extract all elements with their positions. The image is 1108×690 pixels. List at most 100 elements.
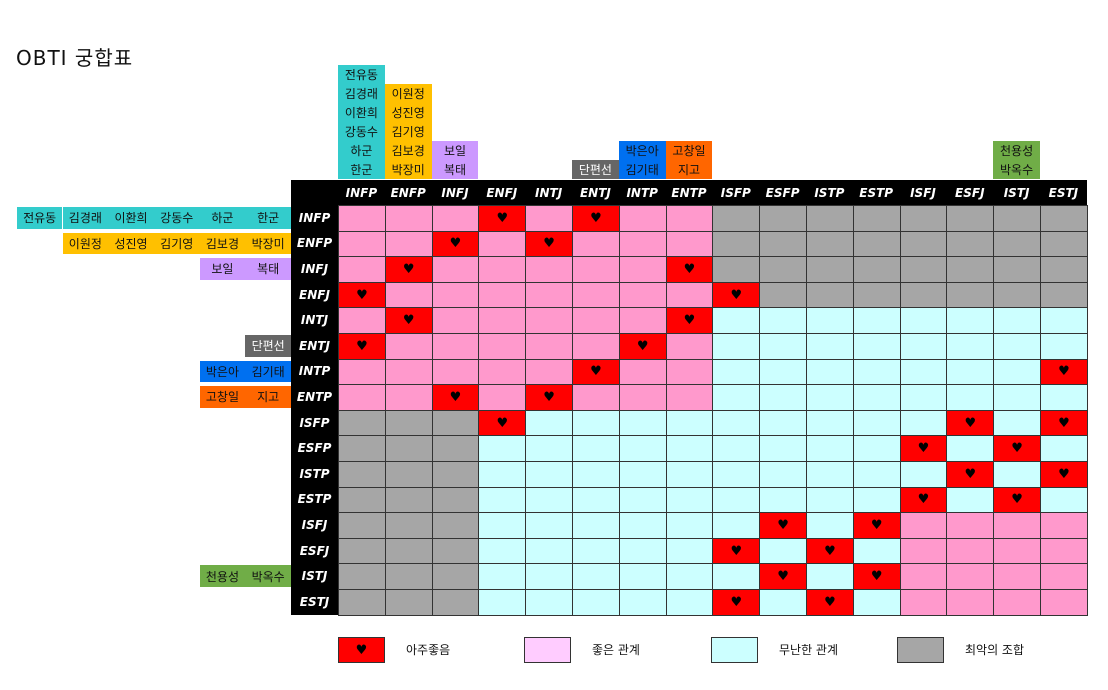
matrix-cell[interactable] <box>993 461 1041 488</box>
matrix-cell[interactable]: ♥ <box>852 563 901 590</box>
matrix-cell[interactable] <box>712 230 761 258</box>
matrix-cell[interactable] <box>384 384 433 411</box>
matrix-cell[interactable]: ♥ <box>712 537 761 565</box>
matrix-cell[interactable] <box>993 307 1041 334</box>
matrix-cell[interactable]: ♥ <box>338 281 386 309</box>
matrix-cell[interactable] <box>338 384 386 411</box>
matrix-cell[interactable] <box>338 307 386 334</box>
matrix-cell[interactable]: ♥ <box>806 537 854 565</box>
matrix-cell[interactable] <box>431 358 480 386</box>
matrix-cell[interactable] <box>759 333 807 360</box>
matrix-cell[interactable] <box>899 563 948 590</box>
matrix-cell[interactable] <box>946 486 995 514</box>
matrix-cell[interactable] <box>572 256 620 283</box>
matrix-cell[interactable]: ♥ <box>759 563 807 590</box>
matrix-cell[interactable] <box>525 358 573 386</box>
matrix-cell[interactable]: ♥ <box>1040 461 1088 488</box>
matrix-cell[interactable] <box>525 307 573 334</box>
matrix-cell[interactable] <box>431 281 480 309</box>
matrix-cell[interactable] <box>899 589 948 616</box>
matrix-cell[interactable] <box>1040 205 1088 232</box>
matrix-cell[interactable] <box>946 281 995 309</box>
matrix-cell[interactable] <box>852 205 901 232</box>
matrix-cell[interactable] <box>946 563 995 590</box>
matrix-cell[interactable] <box>431 307 480 334</box>
matrix-cell[interactable]: ♥ <box>478 205 527 232</box>
matrix-cell[interactable] <box>338 486 386 514</box>
matrix-cell[interactable] <box>946 256 995 283</box>
matrix-cell[interactable] <box>665 358 714 386</box>
matrix-cell[interactable] <box>525 409 573 437</box>
matrix-cell[interactable]: ♥ <box>384 256 433 283</box>
matrix-cell[interactable] <box>993 384 1041 411</box>
matrix-cell[interactable] <box>384 435 433 462</box>
matrix-cell[interactable] <box>478 358 527 386</box>
matrix-cell[interactable] <box>525 563 573 590</box>
matrix-cell[interactable] <box>852 230 901 258</box>
matrix-cell[interactable] <box>572 307 620 334</box>
matrix-cell[interactable] <box>665 537 714 565</box>
matrix-cell[interactable] <box>618 486 667 514</box>
matrix-cell[interactable]: ♥ <box>665 256 714 283</box>
matrix-cell[interactable] <box>431 435 480 462</box>
matrix-cell[interactable] <box>618 384 667 411</box>
matrix-cell[interactable] <box>572 512 620 539</box>
matrix-cell[interactable] <box>665 333 714 360</box>
matrix-cell[interactable] <box>852 281 901 309</box>
matrix-cell[interactable] <box>852 589 901 616</box>
matrix-cell[interactable] <box>618 358 667 386</box>
matrix-cell[interactable] <box>993 409 1041 437</box>
matrix-cell[interactable] <box>478 384 527 411</box>
matrix-cell[interactable] <box>384 358 433 386</box>
matrix-cell[interactable] <box>946 230 995 258</box>
matrix-cell[interactable] <box>852 537 901 565</box>
matrix-cell[interactable] <box>852 435 901 462</box>
matrix-cell[interactable] <box>478 461 527 488</box>
matrix-cell[interactable] <box>1040 537 1088 565</box>
matrix-cell[interactable] <box>525 461 573 488</box>
matrix-cell[interactable] <box>759 256 807 283</box>
matrix-cell[interactable] <box>478 512 527 539</box>
matrix-cell[interactable] <box>806 384 854 411</box>
matrix-cell[interactable] <box>384 486 433 514</box>
matrix-cell[interactable] <box>712 486 761 514</box>
matrix-cell[interactable] <box>852 409 901 437</box>
matrix-cell[interactable] <box>759 435 807 462</box>
matrix-cell[interactable] <box>618 230 667 258</box>
matrix-cell[interactable] <box>899 256 948 283</box>
matrix-cell[interactable] <box>338 409 386 437</box>
matrix-cell[interactable] <box>338 537 386 565</box>
matrix-cell[interactable] <box>525 486 573 514</box>
matrix-cell[interactable] <box>665 589 714 616</box>
matrix-cell[interactable] <box>1040 589 1088 616</box>
matrix-cell[interactable] <box>712 256 761 283</box>
matrix-cell[interactable] <box>806 563 854 590</box>
matrix-cell[interactable] <box>899 281 948 309</box>
matrix-cell[interactable]: ♥ <box>946 409 995 437</box>
matrix-cell[interactable]: ♥ <box>712 589 761 616</box>
matrix-cell[interactable] <box>478 230 527 258</box>
matrix-cell[interactable] <box>572 281 620 309</box>
matrix-cell[interactable]: ♥ <box>993 435 1041 462</box>
matrix-cell[interactable] <box>759 205 807 232</box>
matrix-cell[interactable] <box>618 537 667 565</box>
matrix-cell[interactable] <box>1040 256 1088 283</box>
matrix-cell[interactable]: ♥ <box>1040 409 1088 437</box>
matrix-cell[interactable]: ♥ <box>993 486 1041 514</box>
matrix-cell[interactable] <box>665 435 714 462</box>
matrix-cell[interactable] <box>1040 384 1088 411</box>
matrix-cell[interactable] <box>806 461 854 488</box>
matrix-cell[interactable] <box>618 563 667 590</box>
matrix-cell[interactable] <box>993 281 1041 309</box>
matrix-cell[interactable]: ♥ <box>1040 358 1088 386</box>
matrix-cell[interactable] <box>525 333 573 360</box>
matrix-cell[interactable] <box>852 358 901 386</box>
matrix-cell[interactable] <box>712 333 761 360</box>
matrix-cell[interactable] <box>806 358 854 386</box>
matrix-cell[interactable] <box>712 358 761 386</box>
matrix-cell[interactable] <box>946 384 995 411</box>
matrix-cell[interactable] <box>806 435 854 462</box>
matrix-cell[interactable] <box>712 512 761 539</box>
matrix-cell[interactable] <box>572 563 620 590</box>
matrix-cell[interactable] <box>478 256 527 283</box>
